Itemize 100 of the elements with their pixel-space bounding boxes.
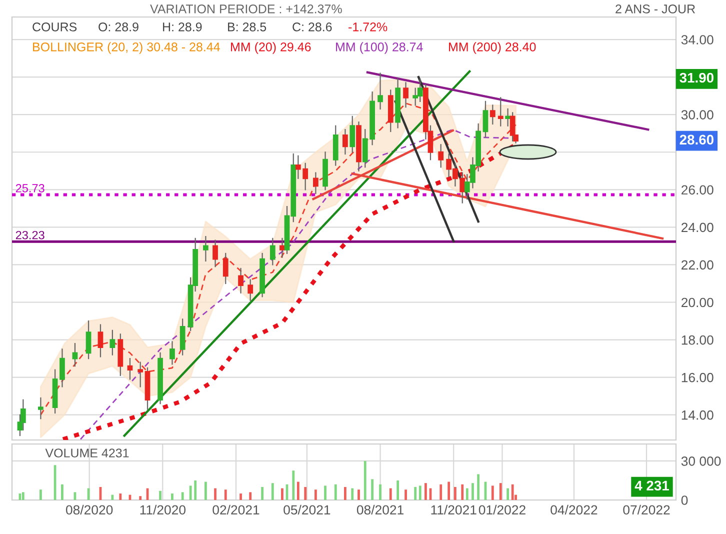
bar (499, 483, 502, 500)
bar (281, 488, 284, 500)
y-tick-label: 30 000 (681, 456, 721, 466)
bar (358, 490, 360, 500)
bar (364, 460, 366, 500)
annotation: 31.90 (680, 72, 714, 83)
bar (461, 484, 464, 500)
bar (189, 486, 192, 500)
bar (249, 492, 252, 500)
text: VARIATION PERIODE : +142.37% (150, 4, 342, 14)
x-tick-label: 11/2021 (431, 504, 476, 515)
candlestick (498, 97, 504, 126)
x-tick-label: 08/2021 (356, 504, 404, 515)
candlestick (138, 362, 144, 388)
annotation: MM (100) 28.74 (336, 42, 423, 54)
ref-line-label: 25.73 (16, 184, 44, 192)
candlestick (378, 72, 383, 110)
annotation: H: 28.9 (163, 22, 202, 32)
candlestick (72, 342, 78, 367)
y-tick-label: 16.00 (682, 372, 714, 382)
bar (292, 470, 295, 500)
bar (414, 486, 417, 500)
bar (296, 482, 300, 500)
candlestick (248, 279, 254, 301)
candlestick (510, 112, 516, 142)
bar (159, 490, 162, 500)
candlestick (38, 397, 44, 420)
bar (472, 483, 474, 500)
y-tick-label: 26.00 (682, 185, 714, 195)
candlestick (350, 116, 356, 153)
bar (440, 484, 442, 500)
bar (506, 488, 510, 500)
bar (379, 484, 382, 500)
annotation: VOLUME 4231 (45, 448, 129, 458)
bar (119, 493, 122, 500)
y-tick-label: 14.00 (682, 410, 714, 420)
y-tick-label: 0 (681, 496, 688, 505)
candlestick (313, 172, 318, 194)
candlestick (170, 341, 175, 365)
x-tick-label: 02/2021 (212, 504, 260, 515)
bar (240, 493, 242, 500)
x-tick-label: 05/2021 (284, 504, 330, 515)
text: 2 ANS - JOUR (616, 4, 695, 14)
bar (304, 486, 307, 500)
bar (334, 484, 337, 500)
annotation: 28.60 (680, 134, 714, 145)
candlestick (490, 104, 496, 125)
y-tick-label: 18.00 (682, 335, 714, 345)
candlestick (60, 348, 65, 388)
annotation: COURS (32, 22, 77, 32)
candlestick (180, 318, 186, 356)
bar (111, 494, 114, 500)
candlestick (86, 320, 92, 360)
bar (224, 490, 227, 500)
bar (424, 483, 427, 500)
annotation: 4 231 (634, 480, 669, 491)
annotation: MM (20) 29.46 (231, 42, 311, 54)
y-tick-label: 20.00 (682, 298, 714, 308)
candlestick (482, 100, 488, 138)
bar (448, 482, 450, 500)
bar (466, 488, 468, 500)
bar (194, 480, 197, 500)
candlestick (342, 129, 348, 155)
bar (418, 486, 422, 500)
annotation: -1.72% (348, 22, 388, 32)
bar (214, 488, 216, 500)
bar (351, 488, 354, 500)
candlestick (212, 240, 218, 268)
annotation: C: 28.6 (292, 22, 332, 32)
candlestick (203, 236, 208, 262)
x-tick-label: 07/2022 (623, 504, 670, 515)
bar (454, 486, 456, 500)
x-tick-label: 11/2020 (140, 504, 186, 515)
bar (314, 490, 317, 500)
y-tick-label: 24.00 (682, 222, 714, 232)
candlestick (438, 144, 444, 168)
annotation: O: 28.9 (98, 22, 138, 32)
bar (22, 492, 24, 500)
ref-line-label: 23.23 (16, 230, 44, 240)
bar (271, 483, 274, 500)
candlestick (98, 324, 104, 358)
bar (491, 486, 494, 500)
bar (477, 474, 480, 500)
candlestick (110, 330, 116, 356)
bar (40, 490, 42, 500)
y-tick-label: 34.00 (681, 35, 714, 44)
bar (171, 493, 174, 500)
bar (61, 484, 64, 500)
annotation: B: 28.5 (228, 22, 266, 32)
candlestick (127, 358, 133, 380)
bar (511, 484, 514, 500)
bar (344, 486, 346, 500)
bar (181, 492, 184, 500)
candlestick (403, 82, 408, 108)
y-tick-label: 30.00 (681, 110, 714, 120)
bar (396, 480, 399, 500)
bar (324, 486, 326, 500)
candlestick (238, 268, 244, 294)
candlestick (222, 252, 228, 284)
bar (204, 482, 207, 500)
